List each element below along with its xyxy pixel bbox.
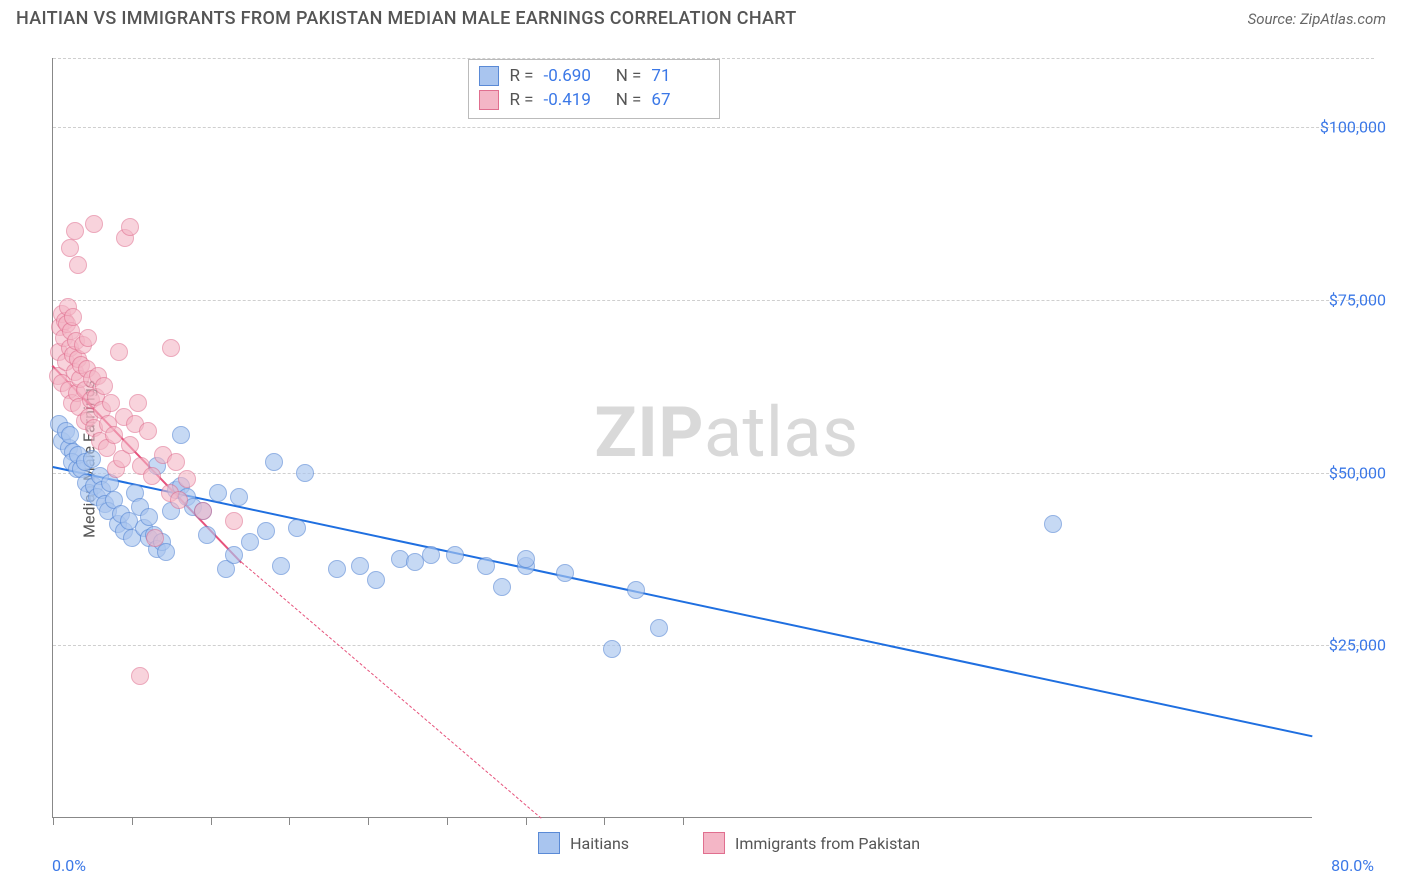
- data-point: [225, 546, 243, 564]
- grid-line: [53, 300, 1374, 301]
- x-tick: [132, 817, 133, 825]
- x-tick: [53, 817, 54, 825]
- series-swatch: [479, 66, 499, 86]
- plot-area: ZIPatlas $25,000$50,000$75,000$100,000R …: [52, 58, 1312, 818]
- data-point: [79, 329, 97, 347]
- trend-line: [241, 562, 541, 818]
- data-point: [422, 546, 440, 564]
- x-tick: [526, 817, 527, 825]
- legend-label: Haitians: [570, 834, 629, 853]
- data-point: [603, 640, 621, 658]
- data-point: [493, 578, 511, 596]
- data-point: [121, 436, 139, 454]
- y-tick-label: $100,000: [1320, 118, 1386, 137]
- stat-r: -0.419: [544, 88, 602, 112]
- stats-row: R = -0.690 N = 71: [479, 64, 709, 88]
- data-point: [66, 222, 84, 240]
- data-point: [162, 339, 180, 357]
- grid-line: [53, 473, 1374, 474]
- x-tick: [211, 817, 212, 825]
- legend-swatch: [703, 832, 725, 854]
- data-point: [110, 343, 128, 361]
- chart-container: Median Male Earnings ZIPatlas $25,000$50…: [16, 42, 1390, 876]
- data-point: [296, 464, 314, 482]
- data-point: [241, 533, 259, 551]
- stat-n: 71: [651, 64, 709, 88]
- stats-row: R = -0.419 N = 67: [479, 88, 709, 112]
- legend-swatch: [538, 832, 560, 854]
- series-swatch: [479, 90, 499, 110]
- x-axis-min-label: 0.0%: [52, 856, 86, 875]
- data-point: [170, 491, 188, 509]
- data-point: [61, 239, 79, 257]
- chart-title: HAITIAN VS IMMIGRANTS FROM PAKISTAN MEDI…: [16, 8, 797, 29]
- data-point: [288, 519, 306, 537]
- data-point: [230, 488, 248, 506]
- data-point: [351, 557, 369, 575]
- data-point: [95, 377, 113, 395]
- stat-r: -0.690: [544, 64, 602, 88]
- data-point: [64, 308, 82, 326]
- data-point: [146, 529, 164, 547]
- x-tick: [447, 817, 448, 825]
- grid-line: [53, 645, 1374, 646]
- stats-box: R = -0.690 N = 71R = -0.419 N = 67: [468, 59, 720, 119]
- x-tick: [683, 817, 684, 825]
- data-point: [627, 581, 645, 599]
- data-point: [209, 484, 227, 502]
- data-point: [85, 215, 103, 233]
- y-tick-label: $25,000: [1329, 636, 1386, 655]
- x-tick: [604, 817, 605, 825]
- stat-n: 67: [651, 88, 709, 112]
- x-tick: [368, 817, 369, 825]
- data-point: [121, 218, 139, 236]
- data-point: [477, 557, 495, 575]
- data-point: [367, 571, 385, 589]
- data-point: [257, 522, 275, 540]
- data-point: [131, 667, 149, 685]
- y-tick-label: $50,000: [1329, 463, 1386, 482]
- data-point: [1044, 515, 1062, 533]
- data-point: [446, 546, 464, 564]
- data-point: [650, 619, 668, 637]
- data-point: [198, 526, 216, 544]
- trend-line: [53, 466, 1313, 737]
- watermark: ZIPatlas: [594, 392, 858, 474]
- x-tick: [289, 817, 290, 825]
- data-point: [265, 453, 283, 471]
- data-point: [139, 422, 157, 440]
- grid-line: [53, 127, 1374, 128]
- data-point: [129, 394, 147, 412]
- legend-item: Haitians: [538, 832, 629, 854]
- chart-header: HAITIAN VS IMMIGRANTS FROM PAKISTAN MEDI…: [0, 0, 1406, 33]
- data-point: [517, 550, 535, 568]
- data-point: [69, 256, 87, 274]
- data-point: [61, 426, 79, 444]
- legend-item: Immigrants from Pakistan: [703, 832, 920, 854]
- data-point: [328, 560, 346, 578]
- data-point: [143, 467, 161, 485]
- data-point: [172, 426, 190, 444]
- chart-source: Source: ZipAtlas.com: [1248, 10, 1386, 28]
- y-tick-label: $75,000: [1329, 290, 1386, 309]
- legend-label: Immigrants from Pakistan: [735, 834, 920, 853]
- data-point: [194, 502, 212, 520]
- data-point: [556, 564, 574, 582]
- data-point: [178, 470, 196, 488]
- data-point: [272, 557, 290, 575]
- data-point: [140, 508, 158, 526]
- x-axis-max-label: 80.0%: [1331, 856, 1374, 875]
- data-point: [167, 453, 185, 471]
- data-point: [225, 512, 243, 530]
